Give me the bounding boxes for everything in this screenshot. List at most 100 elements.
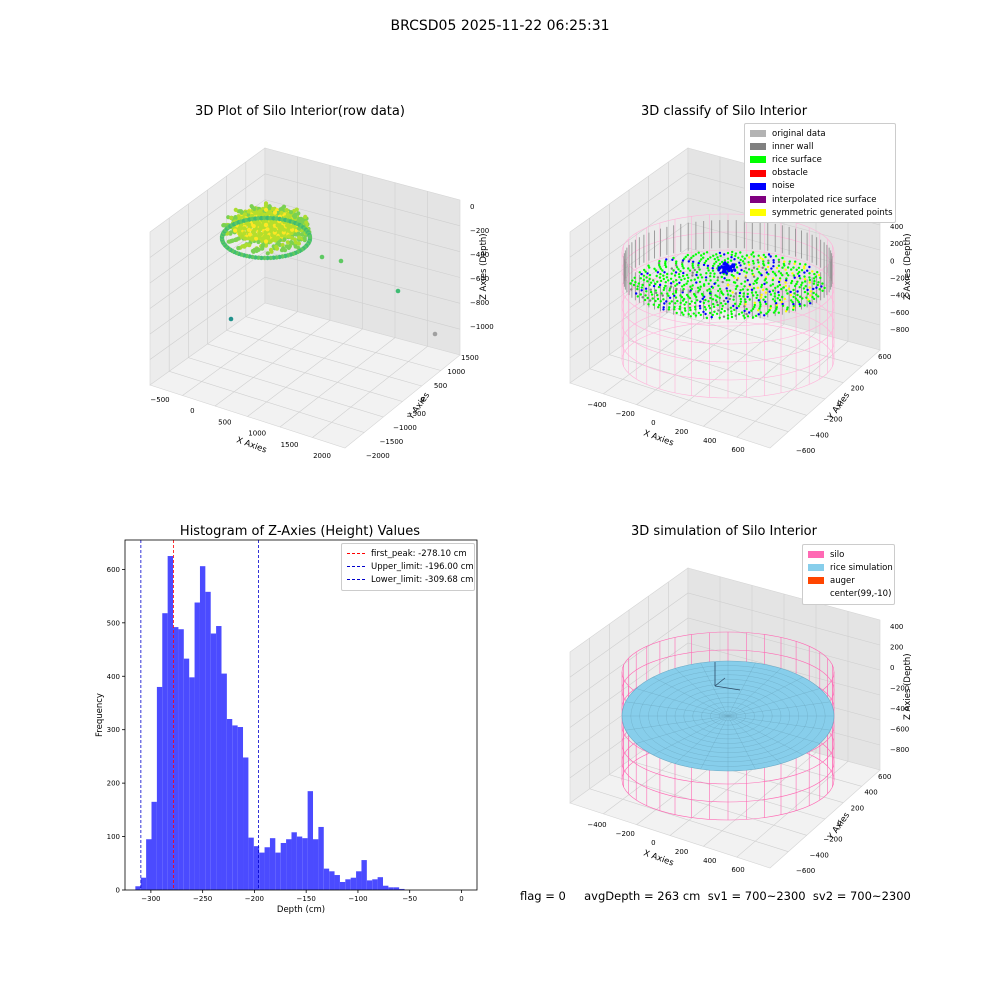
cls-point: [674, 284, 677, 287]
cls-noise-point: [722, 267, 726, 271]
sim-ygrid: [609, 624, 807, 836]
raw-point: [271, 219, 276, 224]
cls-ztick: −400: [890, 292, 909, 300]
cls-point: [693, 301, 697, 305]
cls-point: [792, 304, 795, 308]
sim-mesh-spoke: [727, 715, 804, 756]
hist-bar: [388, 887, 394, 890]
cls-point: [715, 260, 718, 263]
cls-point: [730, 273, 733, 277]
cls-point: [738, 291, 742, 295]
cls-point: [692, 260, 695, 263]
cls-point: [722, 293, 725, 296]
cls-point: [695, 271, 699, 274]
cls-point: [657, 285, 661, 289]
cls-point: [707, 282, 710, 285]
cls-point: [679, 294, 682, 297]
cls-point: [698, 288, 702, 291]
raw-point: [244, 242, 249, 248]
cls-point: [778, 277, 782, 280]
raw-point: [256, 247, 261, 252]
sim-mesh-spoke: [625, 715, 729, 731]
classify-legend: original data inner wall rice surface obsta…: [744, 123, 896, 224]
cls-point: [722, 299, 726, 303]
cls-point: [789, 290, 792, 294]
cls-point: [750, 253, 753, 256]
raw-point: [285, 240, 290, 245]
cls-point: [646, 280, 649, 283]
cls-point: [765, 281, 768, 284]
cls-point: [711, 298, 715, 301]
sim-ztick: 200: [890, 644, 903, 652]
hist-bar: [205, 591, 211, 890]
cls-point: [752, 282, 755, 285]
sim-auger-arm: [714, 677, 726, 687]
raw-3d-plot: −5000500100015002000150010005000−500−100…: [149, 147, 494, 460]
cls-point: [669, 285, 673, 288]
cls-point: [688, 306, 692, 309]
cls-point: [684, 255, 687, 259]
cls-point: [781, 274, 784, 277]
cls-point: [648, 277, 651, 281]
raw-outlier-point: [432, 331, 438, 337]
cls-point: [662, 298, 665, 301]
sim-ytick: 600: [878, 773, 891, 781]
simulation-legend-item: auger: [808, 574, 889, 587]
cls-point: [699, 307, 702, 310]
cls-point: [636, 285, 639, 288]
cls-point: [675, 287, 678, 291]
cls-point: [681, 259, 685, 262]
raw-point: [253, 232, 258, 237]
cls-point: [678, 305, 682, 308]
cls-point: [760, 285, 763, 289]
sim-mesh-spoke: [727, 701, 831, 717]
cls-point: [664, 265, 668, 269]
cls-point: [699, 313, 702, 317]
cls-point: [742, 314, 745, 317]
cls-point: [657, 306, 660, 309]
cls-point: [705, 251, 709, 254]
cls-point: [659, 272, 662, 276]
cls-point: [679, 301, 682, 305]
cls-point: [681, 299, 685, 302]
cls-point: [705, 316, 709, 320]
raw-point: [265, 227, 270, 232]
cls-point: [720, 307, 724, 311]
cls-point: [808, 281, 811, 284]
cls-point: [667, 294, 670, 297]
cls-point: [736, 284, 739, 288]
cls-point: [730, 315, 734, 319]
cls-ygrid: [668, 162, 862, 367]
cls-point: [748, 311, 751, 314]
cls-point: [670, 300, 673, 303]
raw-point: [263, 230, 268, 235]
cls-point: [684, 309, 687, 312]
cls-point: [781, 304, 785, 307]
cls-point: [773, 272, 776, 275]
raw-point: [274, 244, 279, 249]
raw-point: [252, 228, 257, 233]
sim-mesh-spoke: [727, 715, 831, 731]
cls-point: [774, 309, 777, 312]
cls-point: [649, 281, 653, 284]
raw-point: [268, 239, 273, 244]
cls-point: [806, 298, 810, 301]
cls-point: [731, 250, 734, 254]
cls-point: [771, 298, 775, 301]
cls-point: [773, 295, 776, 298]
hist-bar: [156, 686, 163, 890]
cls-point: [683, 283, 686, 287]
cls-point: [745, 254, 749, 257]
cls-point: [731, 291, 734, 294]
cls-point: [686, 280, 689, 283]
cls-point: [682, 287, 685, 291]
cls-noise-point: [717, 266, 721, 269]
cls-point: [670, 272, 673, 275]
cls-point: [661, 269, 664, 272]
cls-point: [821, 282, 824, 285]
cls-point: [691, 271, 694, 274]
cls-point: [739, 302, 742, 306]
raw-wall-point: [307, 234, 313, 239]
raw-ztick: 0: [470, 203, 474, 211]
cls-point: [713, 272, 716, 275]
